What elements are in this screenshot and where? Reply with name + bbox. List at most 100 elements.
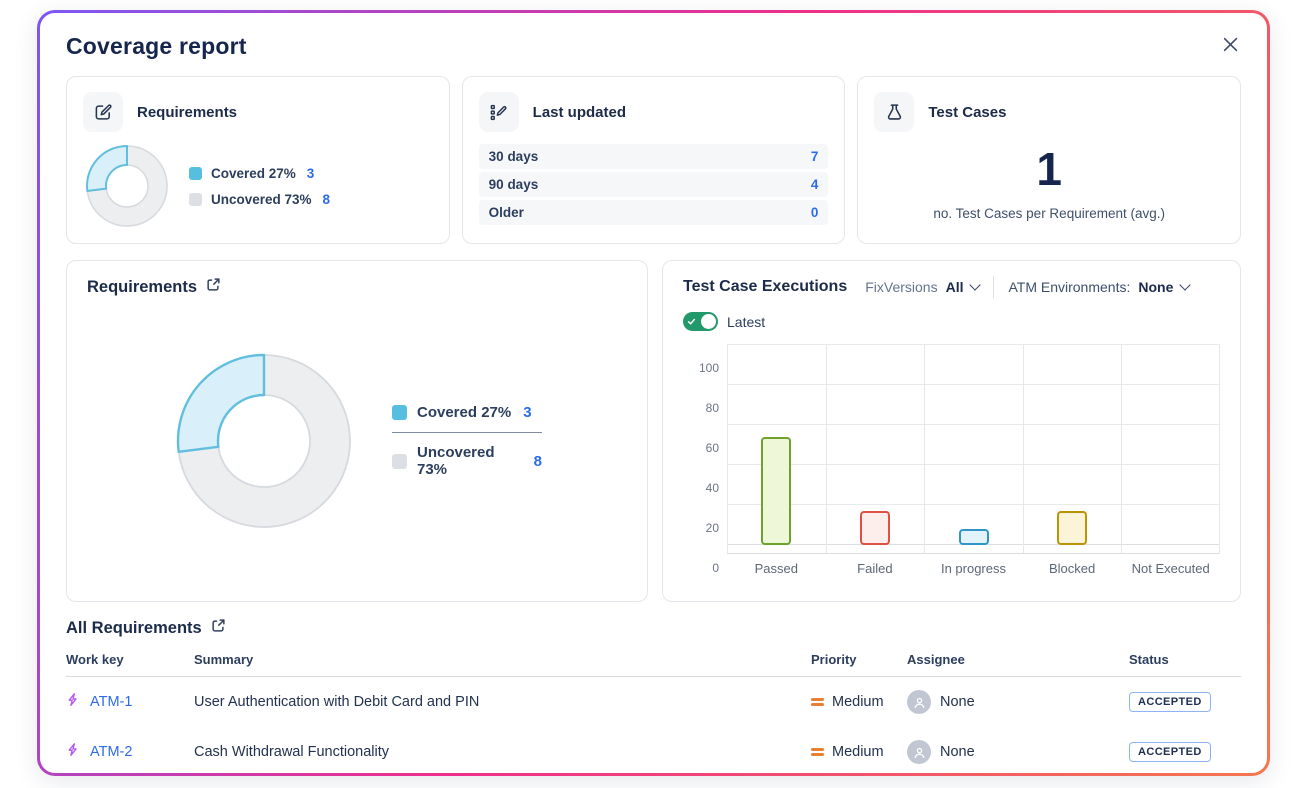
card-title: Last updated: [532, 103, 627, 121]
coverage-donut-large: [176, 353, 351, 528]
environments-label: ATM Environments:: [1008, 279, 1131, 295]
gridline-v: [1022, 345, 1024, 553]
requirements-card: Requirements Covered 27% 3 Uncovered 73%: [66, 76, 450, 244]
gridline-h: [727, 504, 1220, 505]
priority-medium-icon: [811, 748, 824, 756]
y-axis-tick: 20: [705, 521, 719, 535]
executions-panel: Test Case Executions FixVersions All ATM…: [662, 260, 1241, 602]
uncovered-count-link[interactable]: 8: [322, 191, 331, 207]
legend-item-covered: Covered 27% 3: [392, 404, 542, 421]
panel-title: Test Case Executions: [683, 278, 848, 295]
y-axis-tick: 40: [705, 481, 719, 495]
external-link-icon[interactable]: [211, 618, 226, 638]
donut-slice-covered: [86, 145, 128, 193]
status-badge: ACCEPTED: [1129, 692, 1211, 712]
coverage-report-modal: Coverage report Requirements: [40, 13, 1267, 773]
all-requirements-section: All Requirements Work key Summary Priori…: [66, 618, 1241, 773]
toggle-label: Latest: [727, 313, 766, 330]
requirements-panel: Requirements Covered 27%: [66, 260, 648, 602]
header-divider: [993, 276, 995, 298]
test-cases-average-value: 1: [1036, 143, 1062, 195]
x-axis-label: In progress: [940, 561, 1006, 576]
card-title: Requirements: [137, 103, 238, 121]
person-avatar-icon: [907, 740, 931, 764]
gridline-v: [1121, 345, 1123, 553]
list-edit-icon: [478, 92, 519, 132]
latest-toggle[interactable]: [683, 312, 718, 331]
external-link-icon[interactable]: [206, 277, 221, 297]
flask-icon: [874, 92, 915, 132]
gridline-v: [727, 345, 728, 553]
covered-count-link[interactable]: 3: [306, 165, 315, 181]
work-key-link[interactable]: ATM-2: [90, 744, 133, 760]
bar-passed: [761, 437, 792, 545]
page-title: Coverage report: [66, 33, 247, 59]
y-axis-tick: 100: [698, 361, 719, 375]
bar-in-progress: [958, 529, 989, 545]
last-updated-rows: 30 days 7 90 days 4 Older 0: [478, 144, 829, 225]
legend-item-uncovered: Uncovered 73% 8: [189, 192, 330, 207]
uncovered-swatch: [392, 453, 407, 469]
fixversions-value: All: [945, 279, 964, 295]
period-count-link[interactable]: 4: [810, 177, 819, 192]
toggle-knob: [701, 314, 716, 329]
status-badge: ACCEPTED: [1129, 742, 1211, 762]
card-title: Test Cases: [928, 103, 1007, 121]
gridline-v: [1219, 345, 1220, 553]
environments-dropdown[interactable]: ATM Environments: None: [1008, 279, 1192, 295]
column-header: Work key: [66, 652, 124, 667]
x-axis: Passed Failed In progress Blocked Not Execut…: [727, 561, 1220, 576]
edit-icon: [83, 92, 123, 132]
legend-label: Covered 27%: [417, 404, 512, 421]
gridline-h: [727, 384, 1220, 385]
lightning-bolt-icon: [66, 742, 81, 762]
coverage-donut-small: [86, 145, 168, 227]
fixversions-label: FixVersions: [865, 279, 938, 295]
y-axis-tick: 80: [705, 401, 719, 415]
gridline-h: [727, 464, 1220, 465]
table-header: Work key Summary Priority Assignee Statu…: [66, 638, 1241, 677]
legend-label: Covered 27%: [211, 165, 296, 181]
close-icon: [1222, 37, 1239, 56]
y-axis-tick: 60: [705, 441, 719, 455]
table-row: ATM-1 User Authentication with Debit Car…: [66, 677, 1241, 727]
covered-swatch: [392, 405, 407, 420]
covered-count-link[interactable]: 3: [523, 404, 532, 421]
summary-cards-row: Requirements Covered 27% 3 Uncovered 73%: [66, 76, 1242, 244]
uncovered-count-link[interactable]: 8: [533, 452, 542, 470]
chevron-down-icon: [1179, 279, 1192, 291]
y-axis-tick: 0: [712, 561, 719, 575]
donut-slice-uncovered: [177, 354, 351, 528]
fixversions-dropdown[interactable]: FixVersions All: [865, 279, 982, 295]
donut-slice-uncovered: [86, 145, 168, 227]
uncovered-swatch: [189, 192, 202, 206]
covered-swatch: [189, 166, 202, 180]
environments-value: None: [1138, 279, 1174, 295]
column-header: Priority: [811, 652, 857, 667]
column-header: Assignee: [907, 652, 965, 667]
priority-medium-icon: [811, 698, 824, 706]
lightning-bolt-icon: [66, 692, 81, 712]
legend-label: Uncovered 73%: [417, 444, 495, 478]
last-updated-card: Last updated 30 days 7 90 days 4 Older 0: [461, 76, 846, 244]
close-button[interactable]: [1219, 35, 1241, 57]
middle-row: Requirements Covered 27%: [66, 260, 1241, 602]
list-item: Older 0: [478, 200, 829, 225]
chevron-down-icon: [969, 279, 982, 291]
x-axis-label: Blocked: [1048, 561, 1096, 576]
plot-area: [727, 344, 1220, 554]
table-row: ATM-2 Cash Withdrawal Functionality Medi…: [66, 727, 1241, 773]
test-cases-card: Test Cases 1 no. Test Cases per Requirem…: [857, 76, 1242, 244]
work-key-link[interactable]: ATM-1: [90, 694, 133, 710]
panel-title: Requirements: [87, 277, 198, 296]
list-item: 30 days 7: [478, 144, 829, 169]
period-count-link[interactable]: 7: [810, 149, 819, 164]
test-cases-caption: no. Test Cases per Requirement (avg.): [933, 206, 1165, 221]
coverage-legend: Covered 27% 3 Uncovered 73% 8: [189, 166, 330, 207]
gridline-v: [825, 345, 827, 553]
column-header: Summary: [194, 652, 254, 667]
legend-item-uncovered: Uncovered 73% 8: [392, 444, 542, 478]
assignee-text: None: [940, 694, 975, 710]
period-count-link[interactable]: 0: [810, 205, 819, 220]
summary-text: Cash Withdrawal Functionality: [194, 744, 390, 760]
